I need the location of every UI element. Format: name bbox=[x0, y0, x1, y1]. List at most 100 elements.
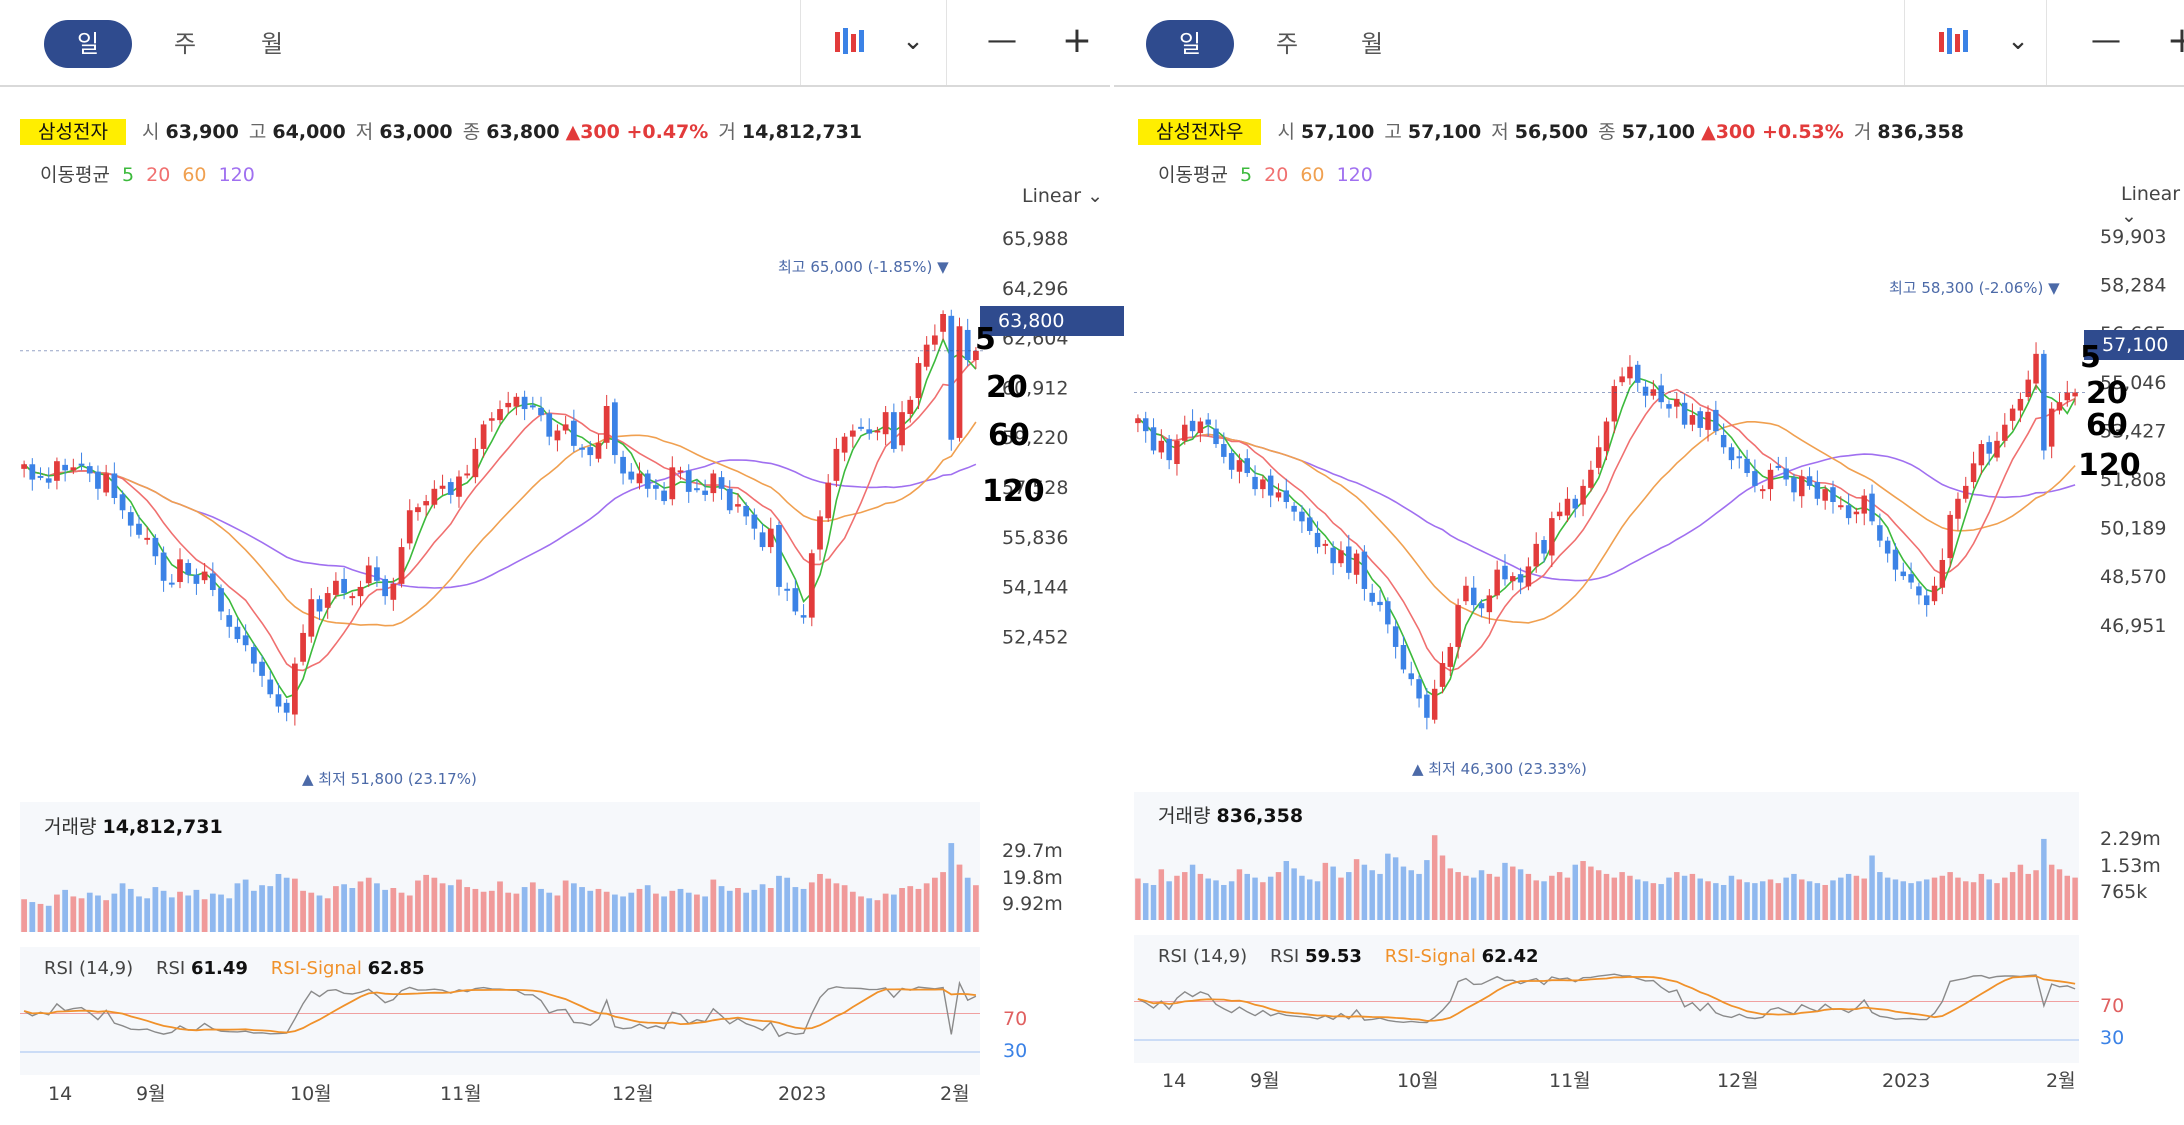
volume-bar bbox=[62, 889, 68, 932]
candle-body bbox=[447, 482, 454, 495]
candle-body bbox=[1260, 479, 1266, 490]
price-axis-tick: 60,912 bbox=[1002, 377, 1068, 399]
candle-body bbox=[513, 396, 520, 407]
candle-chart-type-icon[interactable] bbox=[825, 18, 875, 64]
candle-body bbox=[308, 599, 315, 637]
time-axis-tick: 11월 bbox=[1549, 1070, 1591, 1092]
chart-panel-samsung: 일 주 월 ⌄ — + 삼성전자 시 63,900 고 64,000 bbox=[0, 0, 1124, 1105]
volume-bar bbox=[1970, 882, 1977, 920]
candle-body bbox=[1814, 482, 1821, 499]
volume-bar bbox=[1314, 881, 1321, 920]
tab-week[interactable]: 주 bbox=[173, 30, 197, 58]
volume-bar bbox=[1439, 855, 1446, 920]
volume-bar bbox=[1799, 879, 1805, 920]
time-axis-tick: 14 bbox=[1162, 1070, 1186, 1092]
zoom-in-button[interactable]: + bbox=[1061, 20, 1093, 61]
volume-panel-label: 거래량 bbox=[44, 816, 97, 838]
volume-bar bbox=[1689, 873, 1696, 920]
tab-month[interactable]: 월 bbox=[260, 30, 284, 58]
candle-body bbox=[759, 532, 766, 548]
candle-body bbox=[1166, 438, 1172, 461]
tab-day[interactable]: 일 bbox=[1146, 20, 1234, 68]
candle-body bbox=[1681, 402, 1688, 425]
candle-body bbox=[1689, 415, 1696, 425]
time-axis-tick: 12월 bbox=[612, 1083, 654, 1105]
volume-bar bbox=[1947, 872, 1953, 920]
chart-type-chevron-down-icon[interactable]: ⌄ bbox=[2007, 26, 2029, 56]
scale-selector[interactable]: Linear ⌄ bbox=[2121, 183, 2181, 227]
candle-body bbox=[521, 396, 528, 410]
volume-bar bbox=[628, 892, 635, 932]
current-price-tag: 57,100 bbox=[2084, 330, 2184, 360]
volume-bar bbox=[1502, 862, 1508, 920]
max-price-annotation: 최고 58,300 (-2.06%) ▼ bbox=[1889, 279, 2060, 297]
tab-week[interactable]: 주 bbox=[1275, 30, 1299, 58]
close-price: 57,100 bbox=[1621, 121, 1696, 143]
candle-body bbox=[267, 679, 274, 695]
volume-tick: 29.7m bbox=[1002, 840, 1063, 862]
volume-bar bbox=[1228, 881, 1235, 920]
volume-bar bbox=[858, 896, 864, 932]
zoom-out-button[interactable]: — bbox=[987, 23, 1017, 58]
ma120-line bbox=[23, 459, 977, 589]
volume-bar bbox=[702, 896, 708, 932]
zoom-in-button[interactable]: + bbox=[2166, 20, 2184, 61]
candle-body bbox=[1931, 585, 1938, 602]
candle-body bbox=[2064, 392, 2071, 401]
volume-bar bbox=[874, 900, 881, 932]
volume-bar bbox=[1478, 870, 1485, 920]
volume-bar bbox=[1377, 873, 1383, 920]
volume-bar bbox=[538, 888, 544, 932]
time-axis-tick: 14 bbox=[48, 1083, 72, 1105]
volume-bar bbox=[1814, 883, 1821, 920]
moving-average-legend[interactable]: 이동평균 5 20 60 120 bbox=[40, 160, 255, 187]
candle-body bbox=[529, 405, 536, 408]
tab-month[interactable]: 월 bbox=[1360, 30, 1384, 58]
candle-chart-type-icon[interactable] bbox=[1929, 18, 1979, 64]
volume-bar bbox=[1486, 873, 1493, 920]
volume-label: 거 bbox=[1853, 121, 1872, 143]
stock-name: 삼성전자 bbox=[20, 119, 126, 145]
volume-bar bbox=[439, 883, 446, 932]
candle-body bbox=[1955, 498, 1961, 519]
time-axis-tick: 2023 bbox=[778, 1083, 826, 1105]
scale-selector[interactable]: Linear ⌄ bbox=[1022, 185, 1104, 207]
candle-body bbox=[1830, 487, 1836, 503]
volume-bar bbox=[1385, 853, 1391, 920]
candle-body bbox=[357, 586, 364, 597]
candle-body bbox=[776, 524, 782, 587]
volume-bar bbox=[456, 879, 462, 932]
volume-bar bbox=[1955, 877, 1961, 920]
candle-body bbox=[1838, 505, 1844, 508]
candle-body bbox=[915, 363, 922, 399]
candle-body bbox=[45, 478, 52, 483]
volume-bar bbox=[1556, 872, 1563, 920]
volume-bar bbox=[464, 887, 471, 932]
volume-bar bbox=[382, 889, 388, 932]
candle-body bbox=[1791, 477, 1797, 493]
zoom-out-button[interactable]: — bbox=[2091, 23, 2121, 58]
chart-type-chevron-down-icon[interactable]: ⌄ bbox=[902, 26, 924, 56]
candle-body bbox=[735, 504, 741, 507]
moving-average-legend[interactable]: 이동평균 5 20 60 120 bbox=[1158, 160, 1373, 187]
ma120-label: 120 bbox=[218, 164, 255, 186]
ma60-line bbox=[1137, 417, 2076, 624]
volume-tick: 765k bbox=[2100, 881, 2148, 903]
candle-body bbox=[1635, 364, 1641, 383]
low-label: 저 bbox=[355, 121, 374, 143]
volume-bar bbox=[1720, 884, 1727, 920]
volume-bar bbox=[1642, 881, 1649, 920]
candle-body bbox=[899, 412, 905, 446]
ma20-line bbox=[23, 358, 977, 672]
candle-body bbox=[86, 466, 93, 474]
volume-bar bbox=[242, 879, 249, 932]
volume-bar bbox=[1705, 881, 1711, 920]
candle-body bbox=[1439, 663, 1446, 687]
candle-body bbox=[546, 413, 553, 437]
candle-body bbox=[119, 494, 126, 511]
rsi-signal-label: RSI-Signal bbox=[270, 958, 362, 979]
candle-body bbox=[718, 477, 725, 489]
volume-bar bbox=[1392, 857, 1399, 920]
volume-bar bbox=[365, 877, 372, 932]
tab-day[interactable]: 일 bbox=[44, 20, 132, 68]
